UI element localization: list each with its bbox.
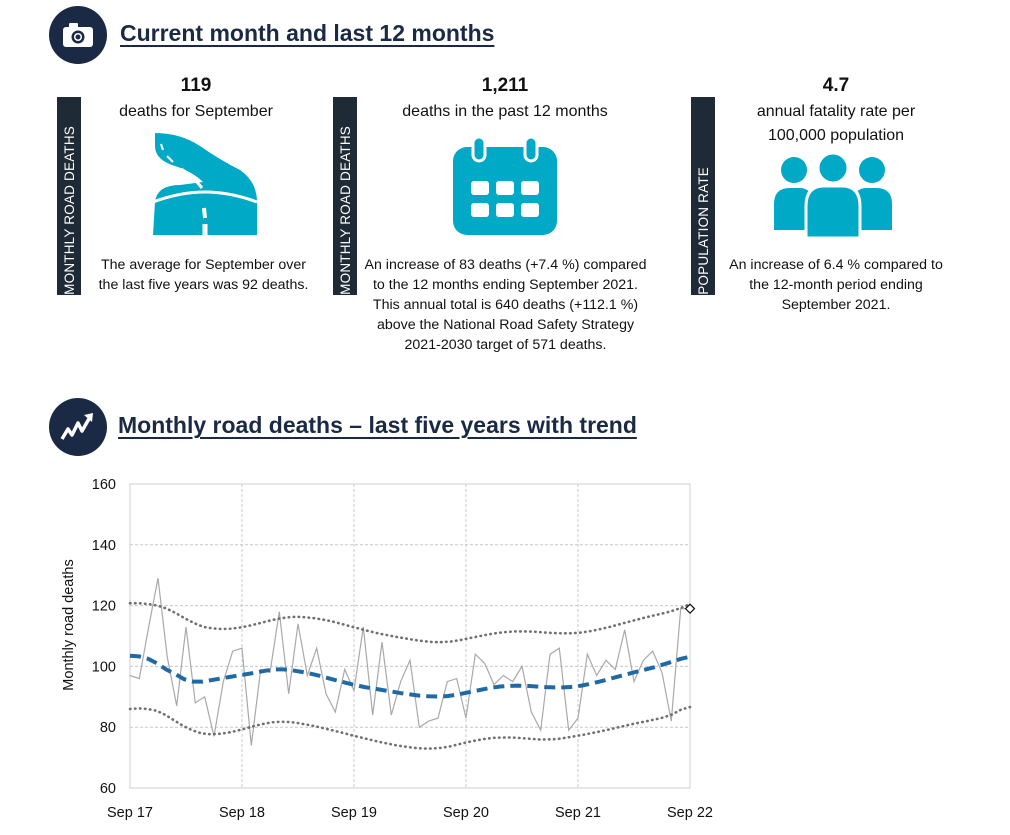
x-tick-label: Sep 20	[443, 805, 489, 821]
y-axis-label: Monthly road deaths	[61, 559, 77, 690]
kpi-label-monthly-deaths: deaths for September	[119, 103, 273, 120]
kpi-label-population-rate: annual fatality rate per 100,000 populat…	[756, 103, 916, 144]
y-tick-label: 60	[100, 781, 116, 797]
y-axis-ticks: 60 80 100 120 140 160	[92, 477, 116, 797]
x-tick-label: Sep 22	[667, 805, 713, 821]
kpi-note-monthly-deaths: The average for September over the last …	[98, 257, 309, 293]
kpi-value-monthly-deaths: 119	[180, 75, 212, 96]
kpi-note-population-rate: An increase of 6.4 % compared to the 12-…	[729, 257, 943, 313]
trend-chart-icon	[49, 398, 107, 456]
kpi-side-label-12-month-deaths: MONTHLY ROAD DEATHS	[333, 97, 357, 295]
kpi-side-label-population-rate: POPULATION RATE	[691, 97, 715, 295]
x-tick-label: Sep 18	[219, 805, 265, 821]
plot-area-border	[129, 483, 691, 789]
camera-icon	[49, 6, 107, 64]
chart-gridlines	[129, 483, 691, 789]
x-axis-ticks: Sep 17 Sep 18 Sep 19 Sep 20 Sep 21 Sep 22	[107, 805, 713, 821]
latest-value-marker	[684, 603, 696, 614]
kpi-value-12-month-deaths: 1,211	[481, 75, 529, 96]
x-tick-label: Sep 17	[107, 805, 153, 821]
upper-band-line	[128, 601, 692, 644]
chart-series	[128, 578, 696, 750]
y-tick-label: 120	[92, 599, 116, 615]
section-title-current-month: Current month and last 12 months	[120, 20, 495, 46]
trend-line	[129, 653, 691, 699]
kpi-value-population-rate: 4.7	[822, 75, 850, 96]
x-tick-label: Sep 21	[555, 805, 601, 821]
road-icon	[145, 130, 265, 245]
people-icon	[772, 151, 894, 243]
calendar-icon	[451, 135, 559, 242]
y-tick-label: 100	[92, 659, 116, 675]
section-title-monthly-trend: Monthly road deaths – last five years wi…	[118, 412, 637, 438]
y-tick-label: 80	[100, 720, 116, 736]
kpi-label-12-month-deaths: deaths in the past 12 months	[402, 103, 608, 120]
y-tick-label: 160	[92, 477, 116, 493]
monthly-deaths-line	[129, 578, 690, 746]
kpi-note-12-month-deaths: An increase of 83 deaths (+7.4 %) compar…	[364, 257, 647, 353]
kpi-side-label-monthly-deaths: MONTHLY ROAD DEATHS	[57, 97, 81, 295]
y-tick-label: 140	[92, 538, 116, 554]
x-tick-label: Sep 19	[331, 805, 377, 821]
lower-band-line	[128, 705, 692, 750]
